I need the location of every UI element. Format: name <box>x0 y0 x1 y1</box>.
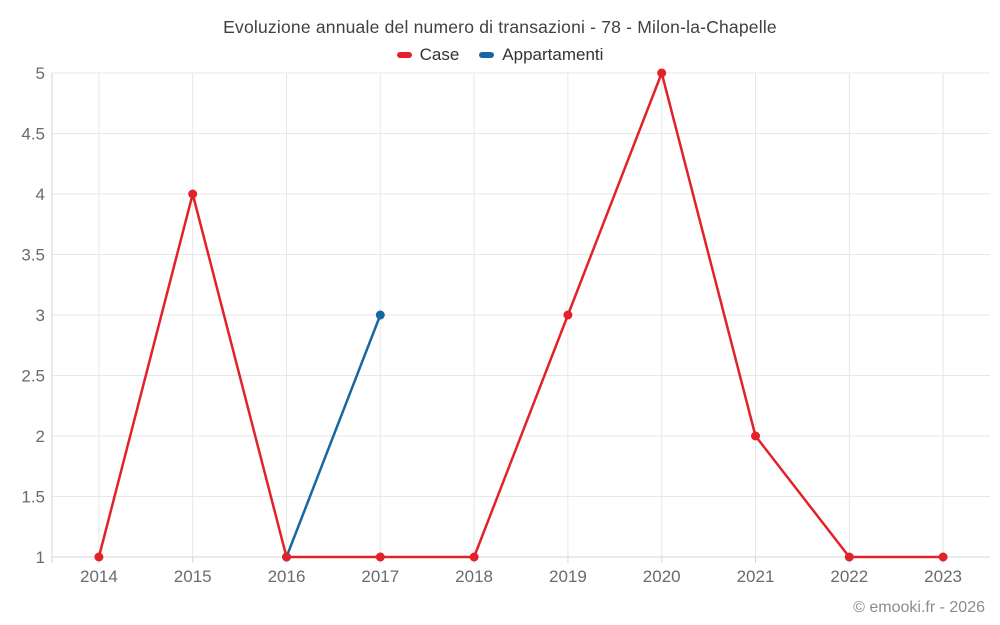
y-tick-label: 1.5 <box>21 488 45 507</box>
legend-item-appartamenti[interactable]: Appartamenti <box>479 45 603 65</box>
legend-label-appartamenti: Appartamenti <box>502 45 604 64</box>
x-tick-label: 2022 <box>830 567 868 586</box>
legend: Case Appartamenti <box>0 45 1000 65</box>
chart-title: Evoluzione annuale del numero di transaz… <box>223 17 777 37</box>
y-tick-label: 2 <box>36 427 45 446</box>
y-tick-label: 1 <box>36 548 45 567</box>
x-tick-label: 2019 <box>549 567 587 586</box>
gridlines <box>52 72 990 558</box>
legend-marker-case <box>396 52 412 58</box>
data-point-case[interactable] <box>844 552 854 562</box>
x-tick-label: 2020 <box>643 567 681 586</box>
x-tick-label: 2016 <box>268 567 306 586</box>
y-tick-label: 3 <box>36 306 45 325</box>
legend-marker-appartamenti <box>479 52 495 58</box>
data-point-appartamenti[interactable] <box>375 310 385 320</box>
data-point-case[interactable] <box>469 552 479 562</box>
series-line-appartamenti[interactable] <box>285 313 382 559</box>
data-point-case[interactable] <box>751 431 760 441</box>
x-tick-label: 2014 <box>80 567 118 586</box>
data-point-case[interactable] <box>94 552 104 562</box>
x-tick-label: 2017 <box>361 567 399 586</box>
y-tick-label: 4 <box>36 185 45 204</box>
y-tick-label: 4.5 <box>21 125 45 144</box>
tick-labels: 1 1.5 2 2.5 3 3.5 4 4.5 5 2014 2015 2016 2017 2018 201… <box>21 64 962 586</box>
y-tick-label: 2.5 <box>21 367 45 386</box>
legend-label-case: Case <box>419 45 460 64</box>
y-tick-label: 3.5 <box>21 246 45 265</box>
series-line-case[interactable] <box>97 71 945 559</box>
data-point-case[interactable] <box>657 68 667 78</box>
data-point-case[interactable] <box>563 310 573 320</box>
data-point-case[interactable] <box>188 189 198 199</box>
x-tick-label: 2021 <box>737 567 775 586</box>
credits-link[interactable]: © emooki.fr - 2026 <box>853 599 985 616</box>
legend-item-case[interactable]: Case <box>396 45 460 65</box>
x-tick-label: 2023 <box>924 567 962 586</box>
data-point-case[interactable] <box>282 552 291 562</box>
data-point-case[interactable] <box>938 552 948 562</box>
data-point-case[interactable] <box>375 552 385 562</box>
y-tick-label: 5 <box>36 64 45 83</box>
series-case <box>94 68 948 562</box>
x-tick-label: 2015 <box>174 567 212 586</box>
series-layer <box>94 68 948 562</box>
x-tick-label: 2018 <box>455 567 493 586</box>
